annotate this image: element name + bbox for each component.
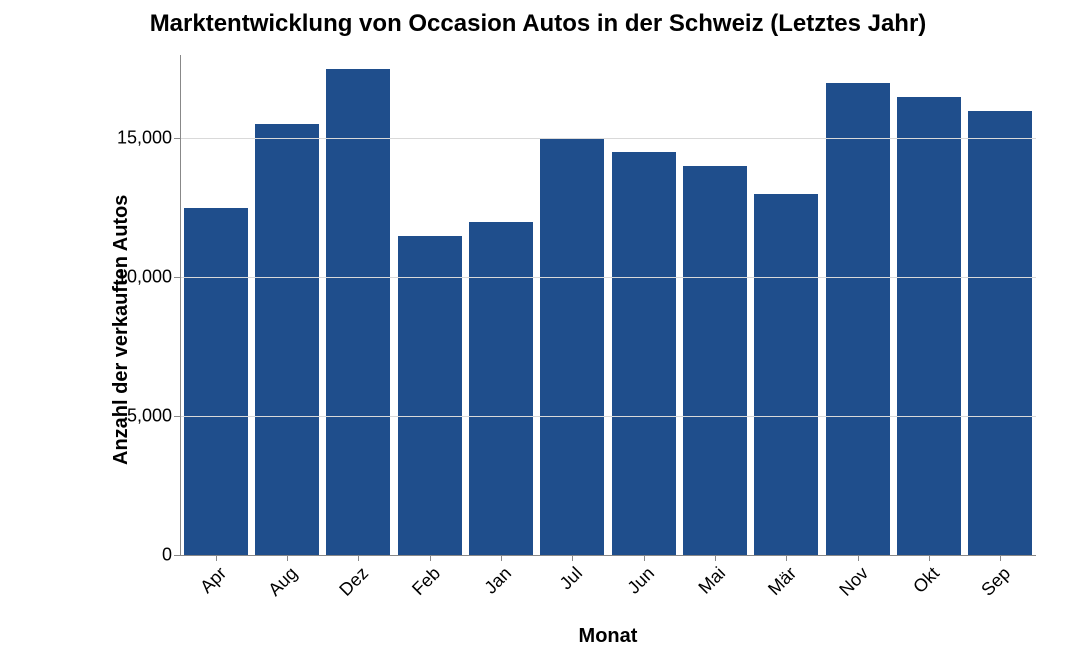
x-tick-mark [358,555,359,561]
chart-container: Marktentwicklung von Occasion Autos in d… [0,0,1076,670]
x-tick-label: Feb [408,563,445,600]
bar [398,236,462,555]
x-tick-label: Nov [835,563,872,600]
x-tick-mark [786,555,787,561]
x-tick-mark [644,555,645,561]
x-tick-mark [287,555,288,561]
x-tick-mark [715,555,716,561]
x-tick-label: Mai [694,563,729,598]
y-axis-line [180,55,181,555]
gridline [180,138,1036,139]
bar-slot [965,55,1036,555]
bar [897,97,961,555]
bar [540,138,604,555]
chart-title: Marktentwicklung von Occasion Autos in d… [0,10,1076,38]
x-tick-mark [216,555,217,561]
plot-area: 05,00010,00015,000AprAugDezFebJanJulJunM… [180,55,1036,555]
x-tick-mark [430,555,431,561]
bar-slot [679,55,750,555]
bar [683,166,747,555]
x-axis-label: Monat [180,625,1036,648]
y-tick-label: 10,000 [117,267,180,288]
x-tick-label: Jun [623,563,658,598]
y-tick-label: 0 [162,545,180,566]
x-axis-line [180,555,1036,556]
y-tick-label: 5,000 [127,406,180,427]
x-tick-label: Mär [764,563,801,600]
y-tick-label: 15,000 [117,128,180,149]
x-tick-label: Aug [264,563,301,600]
bar [612,152,676,555]
gridline [180,416,1036,417]
bar-slot [537,55,608,555]
bar-slot [822,55,893,555]
bar [255,124,319,555]
x-tick-mark [572,555,573,561]
x-tick-label: Sep [978,563,1015,600]
x-tick-label: Apr [196,563,231,598]
x-tick-label: Dez [336,563,373,600]
bar [469,222,533,555]
bar [968,111,1032,555]
bar-slot [751,55,822,555]
x-tick-label: Jul [556,563,587,594]
x-tick-mark [1000,555,1001,561]
bar [326,69,390,555]
bar-slot [180,55,251,555]
bar [754,194,818,555]
bar [826,83,890,555]
x-tick-label: Jan [480,563,515,598]
bars-group [180,55,1036,555]
bar-slot [608,55,679,555]
x-tick-mark [929,555,930,561]
x-tick-label: Okt [909,563,944,598]
bar [184,208,248,555]
bar-slot [251,55,322,555]
x-tick-mark [858,555,859,561]
bar-slot [394,55,465,555]
bar-slot [893,55,964,555]
x-tick-mark [501,555,502,561]
gridline [180,277,1036,278]
bar-slot [323,55,394,555]
bar-slot [465,55,536,555]
